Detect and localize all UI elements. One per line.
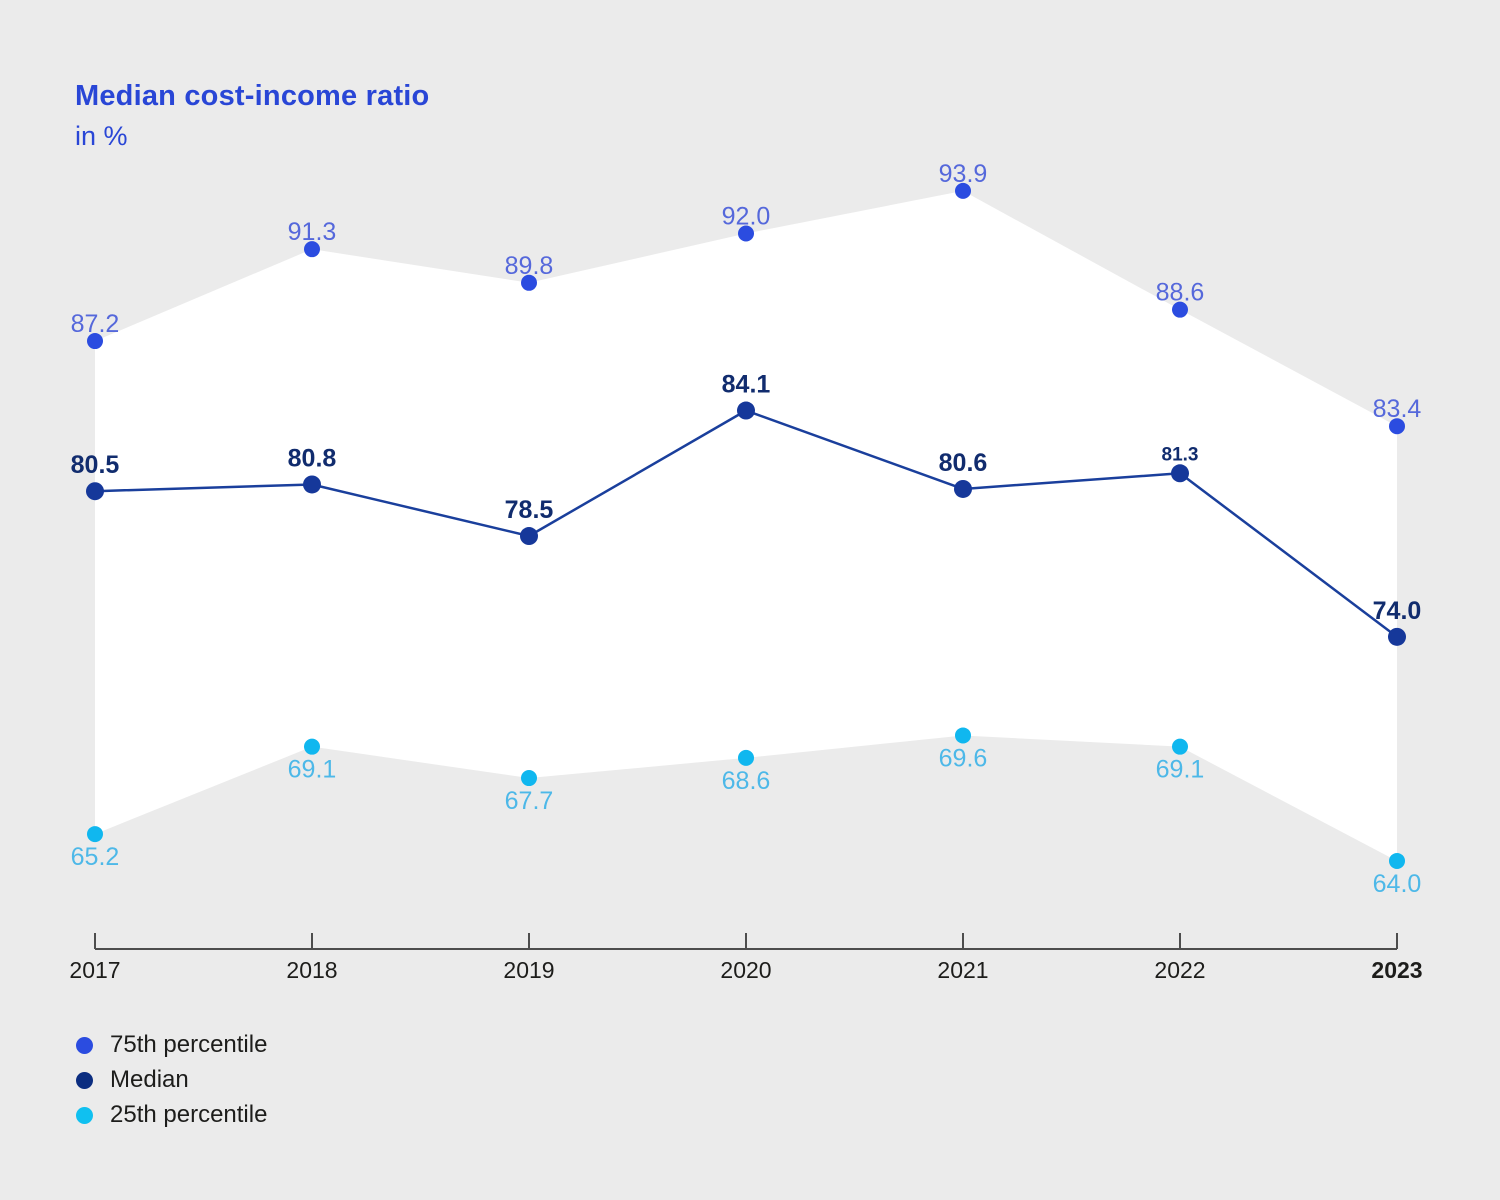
data-point-median: [303, 475, 321, 494]
data-point-median: [520, 527, 538, 546]
data-point-25th-percentile: [955, 727, 971, 744]
data-point-25th-percentile: [521, 770, 537, 787]
data-label-25th-percentile: 67.7: [505, 787, 554, 815]
percentile-band: [95, 190, 1397, 861]
data-label-25th-percentile: 68.6: [722, 767, 771, 795]
data-label-median: 78.5: [505, 496, 554, 524]
x-axis-label: 2023: [1371, 957, 1422, 983]
data-point-75th-percentile: [1389, 418, 1405, 435]
data-label-75th-percentile: 91.3: [288, 218, 337, 246]
legend-item-25th-percentile: 25th percentile: [76, 1103, 267, 1127]
data-point-25th-percentile: [738, 749, 754, 766]
data-label-25th-percentile: 65.2: [71, 843, 120, 871]
data-label-25th-percentile: 69.1: [1156, 756, 1205, 784]
data-label-75th-percentile: 89.8: [505, 252, 554, 280]
chart-subtitle: in %: [75, 121, 128, 151]
legend-label: 75th percentile: [110, 1031, 268, 1058]
data-point-75th-percentile: [87, 333, 103, 350]
x-axis-label: 2018: [286, 957, 337, 983]
data-label-75th-percentile: 87.2: [71, 310, 120, 338]
data-point-median: [86, 482, 104, 501]
legend-dot-75th-percentile-icon: [76, 1036, 93, 1054]
data-point-75th-percentile: [738, 225, 754, 242]
chart-header: Median cost-income ratio in %: [75, 80, 429, 152]
data-label-25th-percentile: 64.0: [1373, 870, 1422, 898]
data-point-25th-percentile: [304, 738, 320, 755]
data-label-median: 80.8: [288, 444, 337, 472]
data-point-median: [954, 479, 972, 498]
x-axis-label: 2019: [503, 957, 554, 983]
data-label-25th-percentile: 69.6: [939, 744, 988, 772]
legend-item-75th-percentile: 75th percentile: [76, 1033, 267, 1057]
data-point-75th-percentile: [1172, 301, 1188, 318]
data-label-75th-percentile: 88.6: [1156, 279, 1205, 307]
data-point-median: [1388, 627, 1406, 646]
legend-dot-25th-percentile-icon: [76, 1106, 93, 1124]
data-point-25th-percentile: [1389, 852, 1405, 869]
data-label-75th-percentile: 83.4: [1373, 395, 1422, 423]
legend-dot-median-icon: [76, 1071, 93, 1089]
data-point-median: [1171, 464, 1189, 483]
x-axis-label: 2020: [720, 957, 771, 983]
data-label-25th-percentile: 69.1: [288, 756, 337, 784]
data-point-median: [737, 401, 755, 420]
data-label-median: 80.5: [71, 451, 120, 479]
chart-legend: 75th percentile Median 25th percentile: [76, 1033, 267, 1127]
data-point-25th-percentile: [87, 826, 103, 843]
x-axis-label: 2021: [937, 957, 988, 983]
data-point-75th-percentile: [304, 241, 320, 258]
data-label-75th-percentile: 93.9: [939, 160, 988, 188]
data-point-75th-percentile: [521, 274, 537, 291]
data-label-median: 74.0: [1373, 597, 1422, 625]
data-label-median: 80.6: [939, 449, 988, 477]
legend-label: Median: [110, 1066, 189, 1093]
x-axis-label: 2022: [1154, 957, 1205, 983]
data-label-75th-percentile: 92.0: [722, 202, 771, 230]
data-label-median: 81.3: [1162, 444, 1199, 465]
x-axis-label: 2017: [69, 957, 120, 983]
data-point-75th-percentile: [955, 182, 971, 199]
page-title: Median cost-income ratio: [75, 80, 430, 112]
data-point-25th-percentile: [1172, 738, 1188, 755]
data-label-median: 84.1: [722, 371, 771, 399]
legend-label: 25th percentile: [110, 1101, 268, 1128]
legend-item-median: Median: [76, 1068, 267, 1092]
